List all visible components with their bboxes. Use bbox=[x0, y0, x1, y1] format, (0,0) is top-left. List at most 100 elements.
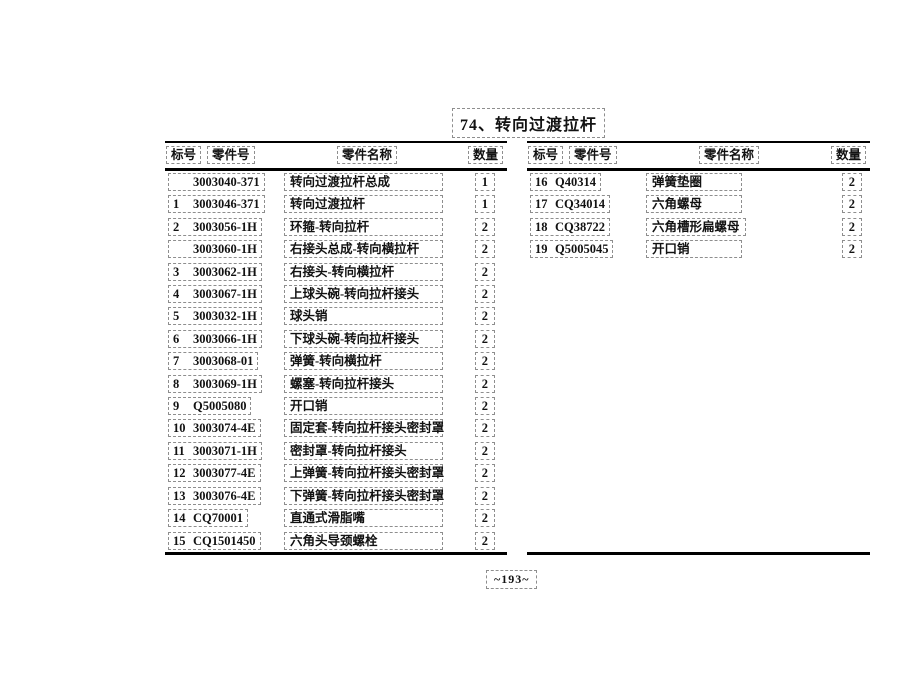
quantity: 2 bbox=[841, 240, 862, 259]
table-row: 17 CQ34014 六角螺母 2 bbox=[527, 193, 870, 215]
quantity: 2 bbox=[474, 352, 495, 371]
table-row: 15 CQ1501450 六角头导颈螺栓 2 bbox=[165, 530, 507, 552]
part-name: 右接头总成-转向横拉杆 bbox=[284, 240, 443, 259]
part-number: Q5005080 bbox=[193, 399, 247, 414]
table-row: 7 3003068-01 弹簧-转向横拉杆 2 bbox=[165, 350, 507, 372]
parts-table-right: 标号 零件号 零件名称 数量 16 Q40314 弹簧垫圈 2 17 CQ34014 六角螺… bbox=[527, 141, 870, 555]
row-label: 4 bbox=[173, 287, 180, 302]
part-name: 开口销 bbox=[646, 240, 742, 259]
row-label: 1 bbox=[173, 197, 180, 212]
quantity: 2 bbox=[841, 173, 862, 191]
quantity: 2 bbox=[474, 486, 495, 505]
table-body: 3003040-371 转向过渡拉杆总成 1 1 3003046-371 转向过渡拉杆 1 2… bbox=[165, 171, 507, 552]
table-row: 1 3003046-371 转向过渡拉杆 1 bbox=[165, 193, 507, 215]
label-partnumber-cell: 3003060-1H bbox=[168, 240, 262, 259]
part-name: 球头销 bbox=[284, 307, 443, 326]
row-label: 8 bbox=[173, 376, 180, 391]
label-partnumber-cell: 10 3003074-4E bbox=[168, 419, 261, 438]
part-number: 3003071-1H bbox=[193, 443, 257, 458]
part-number: 3003069-1H bbox=[193, 376, 257, 391]
row-label: 9 bbox=[173, 399, 180, 414]
part-name: 下弹簧-转向拉杆接头密封罩 bbox=[284, 486, 444, 505]
quantity: 1 bbox=[474, 173, 495, 191]
part-number: 3003046-371 bbox=[193, 197, 260, 212]
part-number: 3003077-4E bbox=[193, 466, 256, 481]
table-row: 12 3003077-4E 上弹簧-转向拉杆接头密封罩 2 bbox=[165, 462, 507, 484]
quantity: 2 bbox=[474, 307, 495, 326]
part-number: 3003040-371 bbox=[193, 175, 260, 189]
table-body: 16 Q40314 弹簧垫圈 2 17 CQ34014 六角螺母 2 18 CQ38722 六角槽形… bbox=[527, 171, 870, 552]
label-partnumber-cell: 13 3003076-4E bbox=[168, 486, 261, 505]
table-bottom-rule bbox=[527, 552, 870, 555]
label-partnumber-cell: 2 3003056-1H bbox=[168, 217, 262, 236]
part-number: CQ1501450 bbox=[193, 533, 256, 548]
page-number: ~193~ bbox=[486, 570, 538, 589]
label-partnumber-cell: 7 3003068-01 bbox=[168, 352, 259, 371]
row-label bbox=[173, 241, 193, 257]
part-number: 3003066-1H bbox=[193, 331, 257, 346]
part-name: 密封罩-转向拉杆接头 bbox=[284, 441, 443, 460]
row-label: 14 bbox=[173, 511, 186, 526]
table-row: 10 3003074-4E 固定套-转向拉杆接头密封罩 2 bbox=[165, 417, 507, 439]
quantity: 2 bbox=[474, 397, 495, 416]
table-row: 11 3003071-1H 密封罩-转向拉杆接头 2 bbox=[165, 440, 507, 462]
quantity: 2 bbox=[474, 262, 495, 281]
part-name: 固定套-转向拉杆接头密封罩 bbox=[284, 419, 444, 438]
column-header-part-number: 零件号 bbox=[207, 146, 255, 164]
table-header: 标号 零件号 零件名称 数量 bbox=[165, 141, 507, 171]
row-label bbox=[173, 174, 193, 190]
row-label: 3 bbox=[173, 264, 180, 279]
part-name: 弹簧-转向横拉杆 bbox=[284, 352, 443, 371]
quantity: 2 bbox=[474, 464, 495, 483]
column-header-quantity: 数量 bbox=[467, 146, 503, 164]
label-partnumber-cell: 3003040-371 bbox=[168, 173, 265, 191]
column-header-part-name: 零件名称 bbox=[337, 146, 398, 164]
row-label: 7 bbox=[173, 354, 180, 369]
label-partnumber-cell: 3 3003062-1H bbox=[168, 262, 262, 281]
row-label: 12 bbox=[173, 466, 186, 481]
label-partnumber-cell: 8 3003069-1H bbox=[168, 374, 262, 393]
label-partnumber-cell: 19 Q5005045 bbox=[530, 240, 614, 259]
part-number: 3003060-1H bbox=[193, 242, 257, 257]
row-label: 15 bbox=[173, 533, 186, 548]
part-number: 3003056-1H bbox=[193, 219, 257, 234]
part-name: 下球头碗-转向拉杆接头 bbox=[284, 329, 443, 348]
quantity: 2 bbox=[474, 509, 495, 528]
label-partnumber-cell: 15 CQ1501450 bbox=[168, 531, 261, 550]
quantity: 2 bbox=[841, 195, 862, 214]
part-number: CQ34014 bbox=[555, 197, 605, 212]
row-label: 19 bbox=[535, 242, 548, 257]
part-number: CQ70001 bbox=[193, 511, 243, 526]
page-title: 74、转向过渡拉杆 bbox=[452, 108, 606, 138]
part-number: 3003076-4E bbox=[193, 488, 256, 503]
column-header-label: 标号 bbox=[528, 146, 564, 164]
label-partnumber-cell: 4 3003067-1H bbox=[168, 285, 262, 304]
column-header-part-number: 零件号 bbox=[569, 146, 617, 164]
label-partnumber-cell: 18 CQ38722 bbox=[530, 217, 610, 236]
part-name: 直通式滑脂嘴 bbox=[284, 509, 443, 528]
table-row: 2 3003056-1H 环箍-转向拉杆 2 bbox=[165, 216, 507, 238]
part-name: 开口销 bbox=[284, 397, 443, 416]
row-label: 13 bbox=[173, 488, 186, 503]
table-row: 8 3003069-1H 螺塞-转向拉杆接头 2 bbox=[165, 373, 507, 395]
table-row: 3 3003062-1H 右接头-转向横拉杆 2 bbox=[165, 261, 507, 283]
row-label: 10 bbox=[173, 421, 186, 436]
part-name: 弹簧垫圈 bbox=[646, 173, 742, 191]
label-partnumber-cell: 16 Q40314 bbox=[530, 173, 601, 191]
quantity: 2 bbox=[474, 240, 495, 259]
table-row: 19 Q5005045 开口销 2 bbox=[527, 238, 870, 260]
table-header: 标号 零件号 零件名称 数量 bbox=[527, 141, 870, 171]
part-name: 转向过渡拉杆总成 bbox=[284, 173, 443, 191]
table-row: 3003040-371 转向过渡拉杆总成 1 bbox=[165, 171, 507, 193]
part-number: 3003067-1H bbox=[193, 287, 257, 302]
table-row: 13 3003076-4E 下弹簧-转向拉杆接头密封罩 2 bbox=[165, 485, 507, 507]
table-bottom-rule bbox=[165, 552, 507, 555]
part-number: CQ38722 bbox=[555, 219, 605, 234]
quantity: 2 bbox=[474, 374, 495, 393]
table-row: 18 CQ38722 六角槽形扁螺母 2 bbox=[527, 216, 870, 238]
quantity: 2 bbox=[474, 441, 495, 460]
column-header-quantity: 数量 bbox=[830, 146, 866, 164]
quantity: 2 bbox=[474, 217, 495, 236]
part-name: 螺塞-转向拉杆接头 bbox=[284, 374, 443, 393]
